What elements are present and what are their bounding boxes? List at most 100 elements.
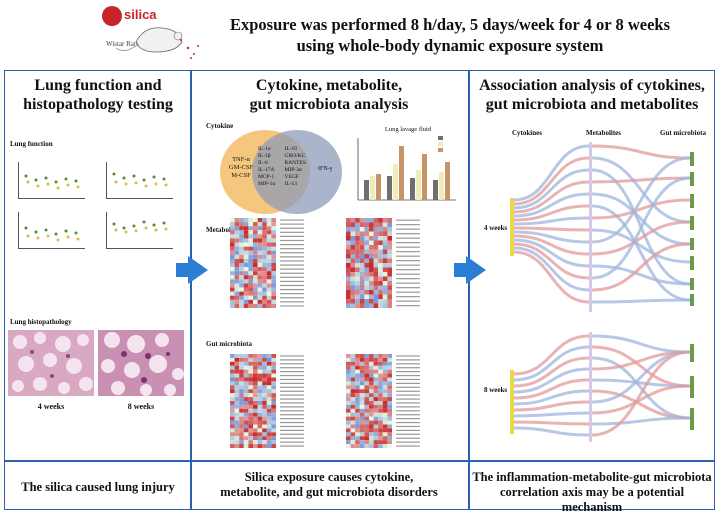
heatmap-cell (239, 373, 244, 378)
heatmap-cell (346, 397, 351, 401)
heatmap-cell (369, 285, 374, 290)
heatmap-cell (257, 357, 263, 362)
heatmap-cell (248, 230, 253, 235)
heatmap-row-label (280, 252, 304, 254)
heatmap-cell (359, 281, 365, 286)
heatmap-cell (271, 420, 276, 425)
heatmap-cell (369, 401, 374, 405)
heatmap-cell (257, 377, 263, 382)
heatmap-cell (350, 385, 356, 390)
heatmap-cell (239, 416, 244, 421)
heatmap-cell (359, 393, 365, 398)
heatmap-cell (387, 404, 392, 409)
heatmap-cell (364, 432, 369, 437)
arrow-2-body (454, 263, 466, 277)
heatmap-cell (373, 218, 379, 223)
heatmap-row-label (280, 371, 304, 373)
heatmap-cell (243, 416, 249, 421)
heatmap-cell (271, 373, 276, 378)
heatmap-cell (373, 440, 379, 445)
heatmap-cell (359, 222, 365, 227)
heatmap-cell (271, 242, 276, 247)
heatmap-cell (355, 424, 360, 429)
heatmap-cell (230, 385, 235, 390)
heatmap-cell (262, 436, 267, 441)
sankey-link (513, 345, 590, 382)
heatmap-cell (230, 389, 235, 394)
heatmap-cell (234, 218, 240, 223)
heatmap-cell (378, 432, 383, 437)
heatmap-cell (346, 254, 351, 259)
sankey-link (513, 378, 590, 400)
heatmap-cell (266, 291, 272, 296)
heatmap-row-label (280, 425, 304, 428)
heatmap-cell (350, 231, 356, 236)
heatmap-cell (257, 361, 263, 366)
heatmap-cell (257, 440, 263, 445)
heatmap-cell (350, 412, 356, 417)
heatmap-cell (373, 393, 379, 398)
heatmap-cell (262, 263, 267, 268)
heatmap-cell (257, 226, 263, 231)
heatmap-cell (378, 254, 383, 259)
sankey-link (591, 220, 691, 256)
heatmap-row-label (396, 246, 420, 248)
heatmap-cell (234, 436, 240, 441)
heatmap-row-label (280, 223, 304, 225)
heatmap-cell (239, 299, 244, 304)
heatmap-cell (253, 408, 258, 413)
heatmap-cell (355, 303, 360, 308)
heatmap-cell (248, 283, 253, 288)
heatmap-cell (234, 238, 240, 243)
heatmap-cell (257, 275, 263, 280)
heatmap-cell (359, 263, 365, 268)
heatmap-row-label (396, 300, 420, 302)
heatmap-cell (257, 230, 263, 235)
heatmap-cell (382, 240, 388, 245)
heatmap-cell (350, 381, 356, 386)
heatmap-cell (382, 227, 388, 232)
heatmap-cell (248, 365, 253, 370)
heatmap-cell (262, 440, 267, 445)
bar-legend (438, 136, 443, 152)
heatmap-cell (373, 444, 379, 448)
heatmap-row-label (396, 291, 420, 293)
heatmap-cell (257, 267, 263, 272)
heatmap-cell (355, 408, 360, 413)
heatmap-cell (266, 424, 272, 429)
heatmap-cell (266, 361, 272, 366)
venn-middle-labels: IL-1α IL-10 IL-1β GRO/KC IL-6 RANTES IL-… (258, 146, 308, 188)
heatmap-row-label (280, 284, 304, 287)
heatmap-row-label (396, 242, 420, 244)
heatmap-cell (253, 354, 258, 358)
heatmap-cell (248, 267, 253, 272)
heatmap-cell (378, 440, 383, 445)
heatmap-cell (262, 354, 267, 358)
heatmap-cell (346, 365, 351, 370)
panel2-conclusion-line2: metabolite, and gut microbiota disorders (220, 485, 438, 499)
sankey-link (513, 246, 590, 292)
heatmap-cell (355, 389, 360, 394)
heatmap-cell (382, 444, 388, 448)
heatmap-row-label (396, 386, 420, 388)
heatmap-cell (234, 267, 240, 272)
heatmap-cell (382, 432, 388, 437)
heatmap-cell (266, 267, 272, 272)
heatmap-cell (355, 236, 360, 241)
heatmap-cell (239, 238, 244, 243)
heatmap-cell (364, 218, 369, 223)
heatmap-cell (230, 357, 235, 362)
heatmap-cell (262, 401, 267, 405)
heatmap-cell (355, 381, 360, 386)
heatmap-cell (234, 393, 240, 398)
heatmap-cell (373, 227, 379, 232)
heatmap-cell (350, 276, 356, 281)
heatmap-cell (257, 408, 263, 413)
heatmap-cell (378, 299, 383, 304)
heatmap-cell (378, 222, 383, 227)
venn-middle-item: IL-6 (258, 160, 268, 166)
venn-middle-item: MCP-1 (258, 174, 275, 180)
venn-middle-item: MIP-1α (258, 181, 276, 187)
heatmap-row-label (280, 378, 304, 381)
heatmap-cell (262, 432, 267, 437)
